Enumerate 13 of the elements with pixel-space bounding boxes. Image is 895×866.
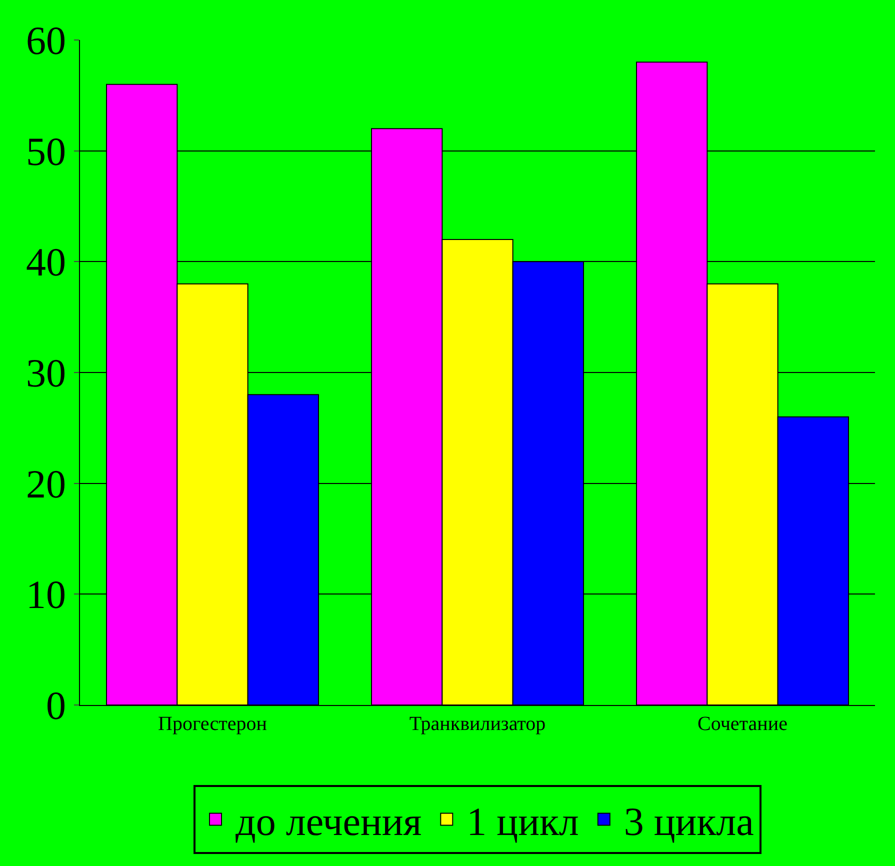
- x-tick-label: Прогестерон: [158, 713, 268, 735]
- x-tick-label: Сочетание: [698, 713, 788, 735]
- y-tick-label: 10: [26, 572, 66, 618]
- x-tick-label: Транквилизатор: [409, 713, 546, 735]
- y-tick-label: 0: [46, 683, 66, 728]
- legend-label: 3 цикла: [624, 798, 754, 844]
- y-tick-label: 50: [26, 128, 66, 174]
- y-tick-label: 20: [26, 461, 66, 506]
- legend-label: до лечения: [236, 798, 422, 844]
- y-tick-label: 40: [26, 240, 66, 285]
- y-tick-label: 30: [26, 350, 66, 396]
- legend-label: 1 цикл: [466, 798, 579, 844]
- y-tick-label: 60: [26, 18, 66, 63]
